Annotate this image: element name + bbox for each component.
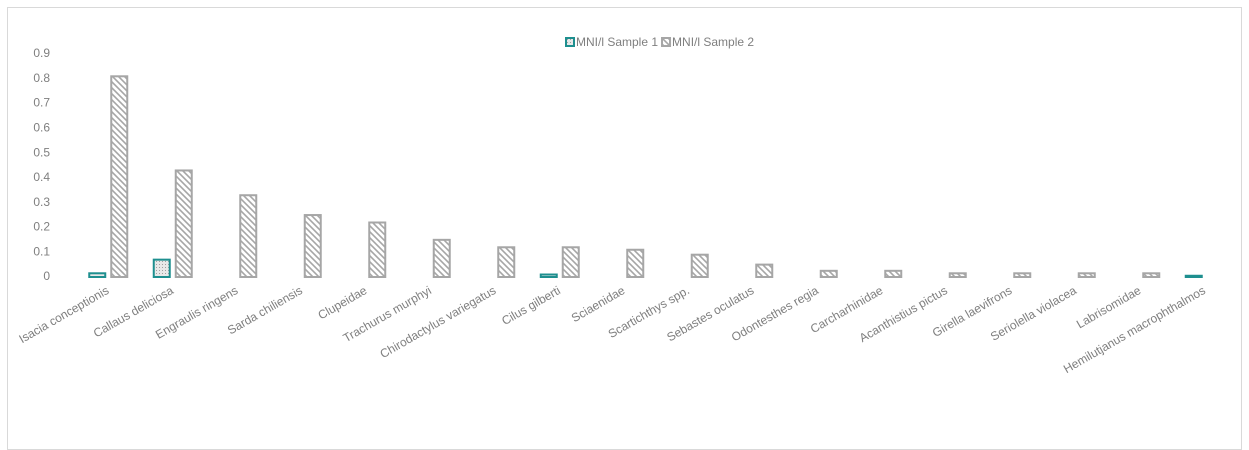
y-tick-label: 0.2 xyxy=(33,220,50,234)
y-tick-label: 0.1 xyxy=(33,244,50,258)
bar xyxy=(539,273,558,278)
legend: MNI/l Sample 1 MNI/l Sample 2 xyxy=(565,35,754,49)
bar xyxy=(755,263,774,279)
bar xyxy=(1142,272,1161,278)
bar xyxy=(1077,272,1096,278)
bar xyxy=(152,258,171,278)
bar xyxy=(1013,272,1032,278)
bar xyxy=(110,75,129,278)
bar xyxy=(690,253,709,278)
bar xyxy=(174,169,193,278)
legend-swatch xyxy=(565,37,575,47)
y-tick-label: 0.7 xyxy=(33,96,50,110)
legend-swatch xyxy=(661,37,672,47)
y-tick-label: 0.9 xyxy=(33,46,50,60)
chart-frame xyxy=(7,7,1242,450)
bar xyxy=(1184,274,1203,278)
bar xyxy=(561,246,580,278)
bar xyxy=(497,246,516,278)
bar xyxy=(303,214,322,278)
y-tick-label: 0.3 xyxy=(33,195,50,209)
bar xyxy=(239,194,258,279)
y-tick-label: 0.6 xyxy=(33,121,50,135)
y-tick-label: 0 xyxy=(43,269,50,283)
legend-label: MNI/l Sample 1 xyxy=(576,35,658,49)
y-tick-label: 0.8 xyxy=(33,71,50,85)
bar xyxy=(432,238,451,278)
bar xyxy=(884,269,903,278)
bar xyxy=(819,269,838,278)
legend-label: MNI/l Sample 2 xyxy=(672,35,754,49)
bar xyxy=(626,248,645,279)
y-tick-label: 0.4 xyxy=(33,170,50,184)
y-tick-label: 0.5 xyxy=(33,145,50,159)
bar xyxy=(88,272,107,278)
bar xyxy=(368,221,387,279)
bar xyxy=(948,272,967,278)
